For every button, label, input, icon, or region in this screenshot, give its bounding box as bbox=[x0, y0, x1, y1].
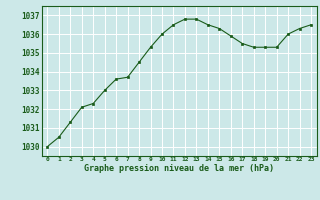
X-axis label: Graphe pression niveau de la mer (hPa): Graphe pression niveau de la mer (hPa) bbox=[84, 164, 274, 173]
